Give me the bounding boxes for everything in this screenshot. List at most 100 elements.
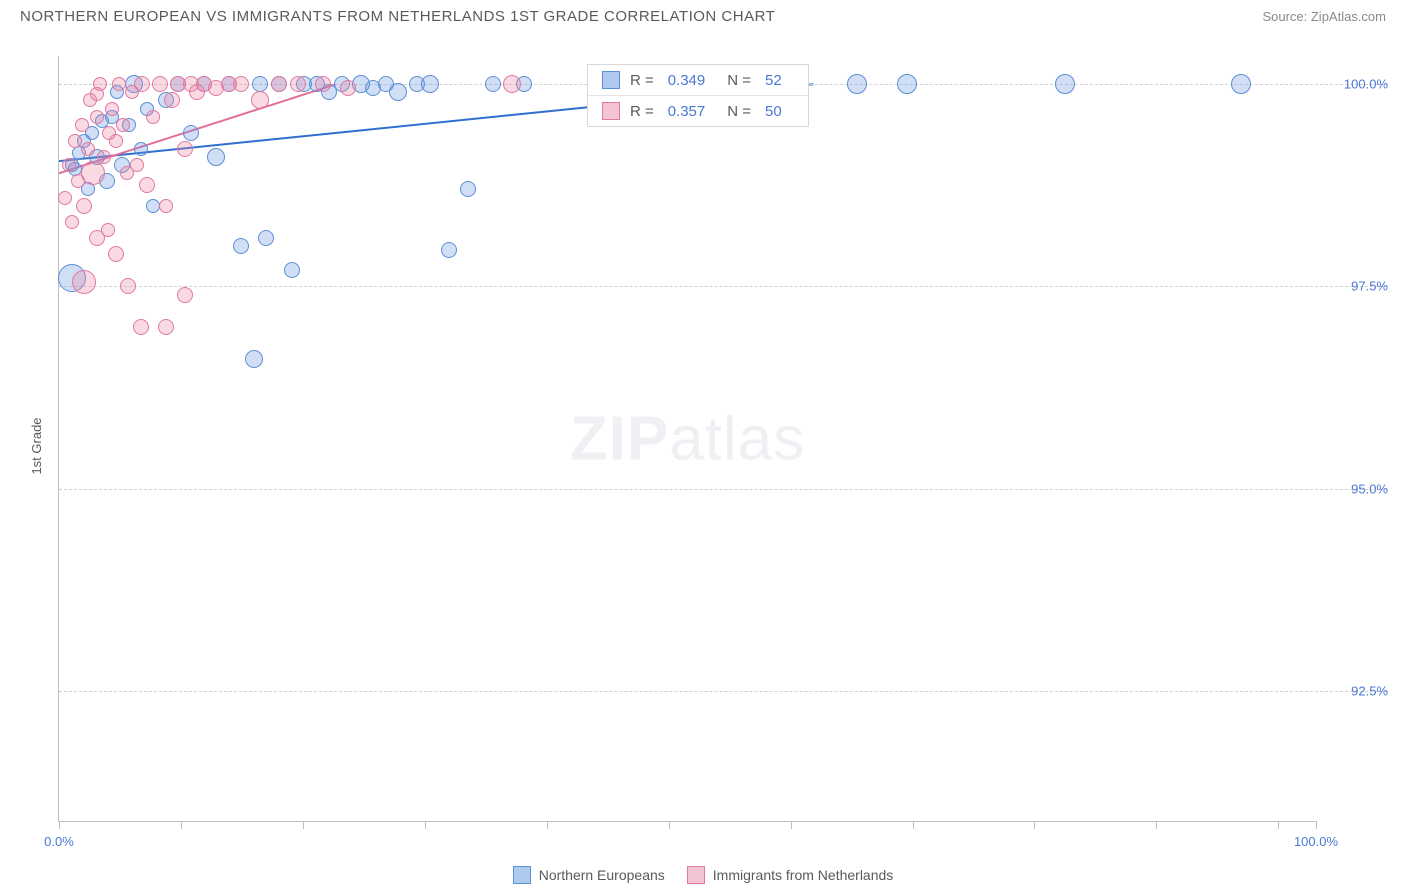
scatter-point — [485, 76, 501, 92]
scatter-point — [89, 230, 105, 246]
chart-source: Source: ZipAtlas.com — [1262, 9, 1386, 24]
legend-swatch — [513, 866, 531, 884]
gridline-h — [59, 691, 1388, 692]
scatter-point — [108, 246, 124, 262]
watermark: ZIPatlas — [570, 403, 805, 474]
xtick — [303, 821, 304, 829]
scatter-point — [897, 74, 917, 94]
legend-swatch — [602, 102, 620, 120]
n-value: 50 — [765, 103, 782, 120]
scatter-point — [81, 161, 105, 185]
n-value: 52 — [765, 72, 782, 89]
scatter-point — [133, 319, 149, 335]
xtick — [1156, 821, 1157, 829]
scatter-point — [134, 76, 150, 92]
scatter-point — [75, 118, 89, 132]
scatter-point — [503, 75, 521, 93]
scatter-point — [81, 142, 95, 156]
scatter-point — [134, 142, 148, 156]
n-label: N = — [727, 72, 751, 89]
scatter-point — [177, 287, 193, 303]
scatter-point — [130, 158, 144, 172]
scatter-point — [441, 242, 457, 258]
scatter-point — [1055, 74, 1075, 94]
xtick — [181, 821, 182, 829]
scatter-point — [207, 148, 225, 166]
legend-label: Immigrants from Netherlands — [713, 867, 894, 883]
trend-lines — [59, 56, 1316, 821]
gridline-h — [59, 489, 1388, 490]
r-label: R = — [630, 72, 654, 89]
scatter-point — [62, 158, 76, 172]
scatter-point — [164, 92, 180, 108]
scatter-point — [152, 76, 168, 92]
scatter-point — [105, 102, 119, 116]
xtick-label: 100.0% — [1294, 834, 1338, 849]
ytick-label: 100.0% — [1336, 77, 1388, 92]
scatter-point — [340, 80, 356, 96]
scatter-point — [1231, 74, 1251, 94]
scatter-point — [258, 230, 274, 246]
scatter-point — [146, 110, 160, 124]
ytick-label: 97.5% — [1343, 279, 1388, 294]
xtick — [547, 821, 548, 829]
xtick — [669, 821, 670, 829]
watermark-zip: ZIP — [570, 404, 669, 473]
plot-area: ZIPatlas 92.5%95.0%97.5%100.0%0.0%100.0%… — [58, 56, 1316, 822]
xtick — [1316, 821, 1317, 829]
scatter-point — [389, 83, 407, 101]
scatter-point — [65, 215, 79, 229]
scatter-point — [252, 76, 268, 92]
scatter-point — [233, 76, 249, 92]
xtick — [1278, 821, 1279, 829]
r-label: R = — [630, 103, 654, 120]
scatter-point — [183, 125, 199, 141]
source-link[interactable]: ZipAtlas.com — [1311, 9, 1386, 24]
chart-title: NORTHERN EUROPEAN VS IMMIGRANTS FROM NET… — [20, 8, 775, 25]
scatter-point — [245, 350, 263, 368]
scatter-point — [271, 76, 287, 92]
scatter-point — [58, 191, 72, 205]
r-value: 0.349 — [668, 72, 706, 89]
scatter-point — [102, 126, 116, 140]
source-label: Source: — [1262, 9, 1310, 24]
scatter-point — [233, 238, 249, 254]
legend-swatch — [687, 866, 705, 884]
scatter-point — [847, 74, 867, 94]
legend-label: Northern Europeans — [539, 867, 665, 883]
y-axis-label: 1st Grade — [29, 417, 44, 474]
r-value: 0.357 — [668, 103, 706, 120]
scatter-point — [120, 278, 136, 294]
scatter-point — [290, 76, 306, 92]
scatter-point — [97, 150, 111, 164]
scatter-point — [177, 141, 193, 157]
scatter-point — [139, 177, 155, 193]
bottom-legend: Northern Europeans Immigrants from Nether… — [0, 866, 1406, 884]
legend-swatch — [602, 71, 620, 89]
chart-header: NORTHERN EUROPEAN VS IMMIGRANTS FROM NET… — [0, 0, 1406, 29]
scatter-point — [251, 91, 269, 109]
stats-legend-row: R = 0.349 N = 52 — [588, 65, 808, 95]
chart-container: 1st Grade ZIPatlas 92.5%95.0%97.5%100.0%… — [14, 40, 1392, 852]
xtick-label: 0.0% — [44, 834, 74, 849]
scatter-point — [72, 270, 96, 294]
ytick-label: 92.5% — [1343, 683, 1388, 698]
scatter-point — [112, 77, 126, 91]
scatter-point — [421, 75, 439, 93]
bottom-legend-item: Immigrants from Netherlands — [687, 866, 894, 884]
scatter-point — [315, 76, 331, 92]
scatter-point — [284, 262, 300, 278]
xtick — [59, 821, 60, 829]
bottom-legend-item: Northern Europeans — [513, 866, 665, 884]
scatter-point — [158, 319, 174, 335]
n-label: N = — [727, 103, 751, 120]
xtick — [791, 821, 792, 829]
scatter-point — [90, 110, 104, 124]
scatter-point — [159, 199, 173, 213]
stats-legend-row: R = 0.357 N = 50 — [588, 95, 808, 126]
scatter-point — [90, 87, 104, 101]
xtick — [913, 821, 914, 829]
stats-legend: R = 0.349 N = 52 R = 0.357 N = 50 — [587, 64, 809, 127]
ytick-label: 95.0% — [1343, 481, 1388, 496]
gridline-h — [59, 286, 1388, 287]
